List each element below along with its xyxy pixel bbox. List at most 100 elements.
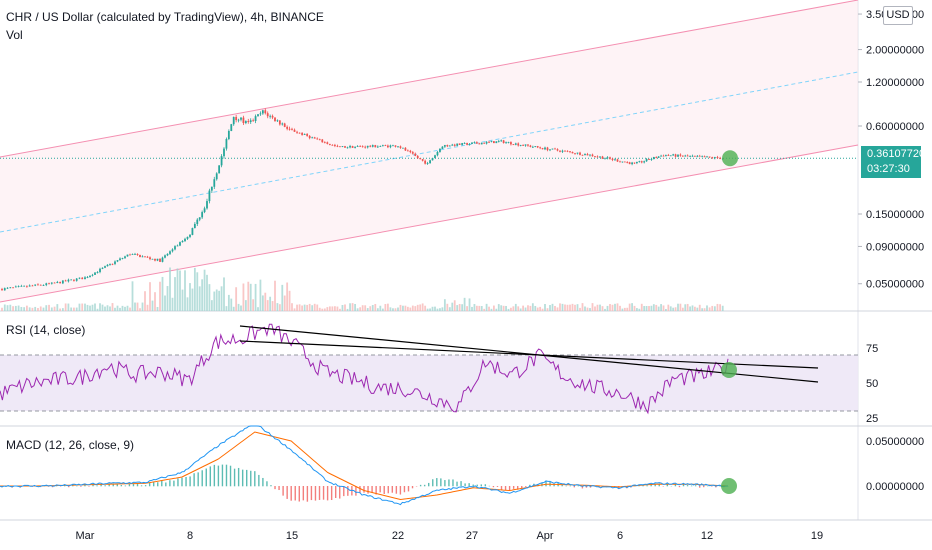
rsi-tick-label: 25 — [866, 413, 878, 425]
macd-signal-line — [0, 431, 729, 501]
candle-body — [436, 151, 439, 156]
volume-bar — [281, 284, 284, 311]
volume-bar — [104, 306, 106, 311]
candle-body — [648, 159, 650, 160]
volume-bar — [689, 306, 691, 311]
volume-bar — [414, 306, 417, 311]
volume-bar — [696, 307, 699, 311]
candle-body — [278, 120, 281, 125]
macd-hist-bar — [363, 486, 365, 493]
candle-body — [458, 143, 461, 145]
candle — [694, 155, 696, 157]
macd-hist-bar — [565, 485, 567, 487]
macd-hist-bar — [258, 474, 260, 487]
volume-bar — [176, 268, 179, 311]
candle-body — [606, 157, 609, 159]
volume-bar — [546, 308, 549, 311]
volume-bar — [713, 306, 716, 311]
candle-body — [448, 145, 451, 147]
candle — [264, 108, 267, 115]
candle-body — [293, 129, 296, 132]
macd-hist-bar — [355, 486, 357, 496]
candle-body — [416, 155, 419, 159]
volume-bar — [364, 305, 367, 311]
currency-button[interactable]: USD — [883, 6, 913, 25]
macd-title[interactable]: MACD (12, 26, close, 9) — [6, 438, 135, 452]
volume-bar — [215, 289, 218, 311]
volume-bar — [471, 306, 473, 311]
candle — [713, 156, 716, 160]
candle — [191, 227, 194, 236]
macd-hist-bar — [715, 486, 717, 488]
candle — [402, 147, 404, 149]
macd-marker-circle — [721, 478, 737, 494]
candle — [453, 143, 456, 147]
candle-body — [283, 123, 286, 127]
channel-upper-line — [0, 0, 859, 158]
volume-bar — [230, 298, 233, 311]
macd-hist-bar — [229, 465, 232, 487]
candle — [686, 154, 689, 157]
candle — [210, 186, 213, 194]
candle-body — [67, 279, 70, 282]
candle — [564, 150, 566, 152]
rsi-title[interactable]: RSI (14, close) — [6, 323, 86, 337]
volume-bar — [316, 304, 319, 311]
candle-body — [633, 162, 636, 164]
candle-body — [604, 158, 606, 160]
volume-bar — [171, 297, 174, 311]
candle — [443, 144, 446, 148]
rsi-trendline-2 — [239, 340, 819, 369]
volume-bar — [291, 303, 293, 311]
candle-body — [354, 146, 356, 148]
candle-body — [14, 286, 17, 288]
candle-body — [500, 140, 503, 142]
candle — [669, 155, 672, 157]
volume-bar — [681, 307, 684, 311]
candle-body — [686, 155, 689, 157]
macd-hist-bar — [165, 482, 167, 487]
candle-body — [468, 144, 471, 145]
volume-bar — [524, 307, 527, 311]
candle — [421, 159, 424, 162]
candle-body — [411, 152, 414, 154]
volume-bar — [349, 303, 351, 311]
price-tick-label: 0.60000000 — [866, 121, 924, 133]
volume-bar — [556, 307, 559, 311]
candle — [227, 129, 230, 141]
macd-hist-bar — [116, 484, 118, 487]
candle — [274, 117, 276, 122]
candle — [146, 255, 149, 258]
volume-bar — [301, 305, 303, 311]
volume-bar — [186, 297, 189, 311]
candle — [569, 151, 571, 154]
volume-bar — [249, 283, 252, 311]
candle-body — [544, 147, 546, 150]
candle-body — [517, 143, 520, 146]
candle-body — [227, 130, 230, 140]
volume-bar — [576, 304, 579, 311]
macd-hist-bar — [472, 484, 474, 487]
candle — [556, 148, 559, 152]
volume-bar — [37, 308, 39, 311]
candle — [381, 144, 384, 147]
volume-label[interactable]: Vol — [6, 28, 23, 42]
candle-body — [203, 208, 206, 213]
time-tick-label: 19 — [811, 530, 823, 542]
candle — [48, 282, 50, 285]
candle — [269, 114, 272, 119]
macd-hist-bar — [646, 485, 648, 487]
candle — [711, 156, 714, 159]
macd-hist-bar — [650, 484, 652, 487]
candle — [527, 144, 529, 147]
macd-line — [0, 425, 729, 506]
symbol-title[interactable]: CHR / US Dollar (calculated by TradingVi… — [6, 10, 324, 24]
candle-body — [311, 137, 314, 139]
macd-hist-bar — [173, 480, 175, 487]
candle — [261, 109, 264, 115]
candle-body — [9, 287, 12, 289]
macd-hist-bar — [221, 464, 224, 487]
candle — [701, 155, 704, 158]
macd-hist-bar — [84, 484, 86, 487]
